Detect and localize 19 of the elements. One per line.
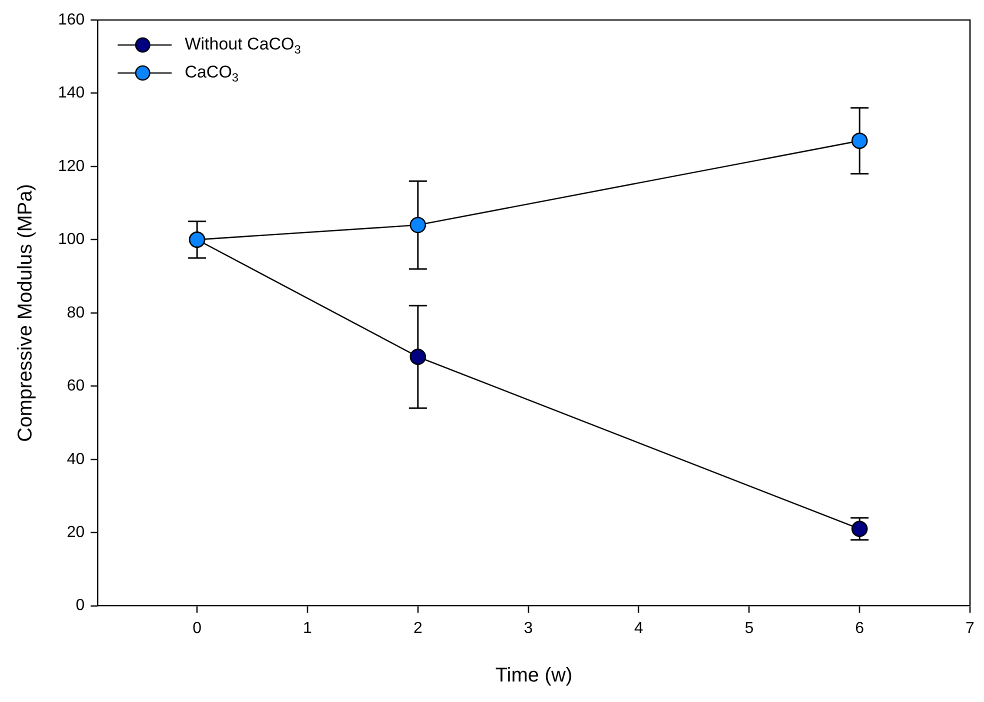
- x-tick-label: 3: [524, 620, 533, 637]
- y-axis-title: Compressive Modulus (MPa): [14, 184, 37, 442]
- y-tick-label: 140: [58, 84, 85, 102]
- x-tick-label: 0: [192, 620, 202, 637]
- y-tick-label: 80: [66, 304, 85, 322]
- x-axis-title: Time (w): [495, 664, 572, 687]
- x-tick-label: 5: [744, 620, 754, 637]
- y-tick-label: 100: [58, 231, 85, 248]
- x-tick-label: 2: [413, 620, 422, 637]
- x-tick-label: 6: [855, 620, 864, 637]
- y-tick-label: 0: [76, 597, 85, 614]
- y-tick-label: 20: [66, 524, 85, 541]
- x-tick-label: 1: [303, 620, 312, 637]
- y-tick-label: 40: [66, 450, 85, 468]
- y-tick-label: 60: [66, 378, 85, 395]
- y-tick-label: 160: [58, 11, 85, 28]
- x-tick-label: 4: [634, 620, 644, 637]
- x-tick-label: 7: [966, 620, 975, 637]
- y-tick-label: 120: [58, 158, 85, 175]
